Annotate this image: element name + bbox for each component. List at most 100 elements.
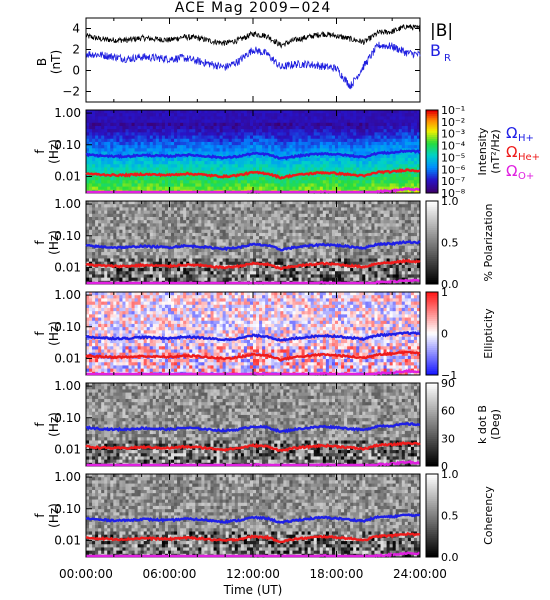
ytick-label-k-dot-b: 1.00 [54,379,81,393]
colorbar-frame-intensity [425,109,439,194]
ylabel-polarization: f [33,240,47,245]
colorbar-tick-label-k-dot-b: 30 [441,432,455,445]
colorbar-tick-label-intensity: 10⁻² [441,116,465,129]
colorbar-tick-label-intensity: 10⁻¹ [441,104,465,117]
ytick-label-polarization: 0.01 [54,260,81,274]
legend-omega-h: Ω [506,124,517,142]
ytick-label-b: 0 [72,64,80,78]
xtick-label: 00:00:00 [59,567,113,581]
colorbar-frame-ellipticity [425,291,439,376]
gyro-line-he-k-dot-b [85,441,421,452]
series-line-b-r [85,41,421,90]
colorbar-tick-label-k-dot-b: 60 [441,405,455,418]
colorbar-ellipticity [426,292,438,376]
colorbar-tick-label-polarization: 0.0 [441,278,459,291]
legend-b-r: B [430,41,441,60]
colorbar-frame-coherency [425,473,439,558]
colorbar-tick-label-k-dot-b: 90 [441,377,455,390]
colorbar-tick-label-intensity: 10⁻⁴ [441,140,466,153]
legend-omega-h-sub: H+ [518,133,534,144]
gyro-line-he-intensity [85,168,421,180]
ytick-label-intensity: 0.01 [54,169,81,183]
legend-b-r-sub: R [444,53,451,64]
spectrogram-polarization [86,201,421,285]
gyro-line-h-ellipticity [85,330,421,342]
colorbar-tick-label-coherency: 0.0 [441,551,459,564]
ytick-label-ellipticity: 0.01 [54,351,81,365]
ytick-label-polarization: 0.10 [54,229,81,243]
xtick-label: 06:00:00 [143,567,197,581]
spectrogram-intensity [86,110,421,194]
ytick-label-k-dot-b: 0.10 [54,411,81,425]
colorbar-tick-label-ellipticity: 0 [441,328,448,341]
legend-omega-o-sub: O+ [518,171,534,182]
panel-b-frame [85,17,421,103]
ytick-label-k-dot-b: 0.01 [54,442,81,456]
colorbar-coherency [426,474,438,558]
ytick-label-b: 4 [72,22,80,36]
ytick-label-ellipticity: 0.10 [54,320,81,334]
colorbar-label-ellipticity: Ellipticity [482,308,495,359]
yunit-polarization: (Hz) [47,230,61,255]
yunit-k-dot-b: (Hz) [47,412,61,437]
colorbar-tick-label-polarization: 1.0 [441,195,459,208]
xtick-label: 18:00:00 [310,567,364,581]
ytick-label-polarization: 1.00 [54,197,81,211]
legend-omega-he-sub: He+ [518,152,540,163]
yunit-intensity: (Hz) [47,139,61,164]
ytick-label-b: 2 [72,43,80,57]
gyro-line-h-intensity [85,149,421,161]
gyro-line-he-ellipticity [85,350,421,362]
colorbar-intensity [426,110,438,194]
colorbar-tick-label-coherency: 0.5 [441,510,459,523]
colorbar-tick-label-polarization: 0.5 [441,237,459,250]
yunit-b: (nT) [49,50,63,74]
xlabel: Time (UT) [223,583,283,597]
colorbar-unit-intensity: (nT²/Hz) [489,129,502,173]
legend-omega-he: Ω [506,143,517,161]
series-line-b-total [85,24,421,49]
legend-omega-o: Ω [506,162,517,180]
colorbar-tick-label-intensity: 10⁻⁸ [441,187,466,200]
gyro-line-h-k-dot-b [85,422,421,434]
gyro-line-h-coherency [85,513,421,525]
colorbar-frame-polarization [425,200,439,285]
colorbar-tick-label-ellipticity: 1 [441,286,448,299]
colorbar-label-coherency: Coherency [482,486,495,545]
colorbar-tick-label-k-dot-b: 0 [441,460,448,473]
ylabel-b: B [35,58,49,66]
ylabel-coherency: f [33,513,47,518]
colorbar-tick-label-ellipticity: −1 [441,369,457,382]
colorbar-tick-label-intensity: 10⁻⁶ [441,163,466,176]
legend-b-total: |B| [430,21,453,41]
colorbar-label-polarization: % Polarization [482,204,495,282]
ytick-label-intensity: 1.00 [54,106,81,120]
yunit-ellipticity: (Hz) [47,321,61,346]
ytick-label-intensity: 0.10 [54,138,81,152]
ytick-label-coherency: 0.10 [54,502,81,516]
colorbar-label-intensity: Intensity [476,127,489,175]
colorbar-tick-label-intensity: 10⁻⁷ [441,175,465,188]
xtick-label: 12:00:00 [226,567,280,581]
ylabel-k-dot-b: f [33,422,47,427]
colorbar-frame-k-dot-b [425,382,439,467]
ylabel-intensity: f [33,149,47,154]
colorbar-k-dot-b [426,383,438,467]
colorbar-unit-k-dot-b: (Deg) [489,409,502,440]
gyro-line-he-polarization [85,258,421,271]
spectrogram-coherency [86,474,421,558]
gyro-line-he-coherency [85,531,421,544]
colorbar-tick-label-coherency: 1.0 [441,468,459,481]
gyro-line-h-polarization [85,239,421,252]
colorbar-tick-label-intensity: 10⁻⁵ [441,151,465,164]
colorbar-label-k-dot-b: k dot B [476,405,489,444]
ytick-label-coherency: 0.01 [54,533,81,547]
ytick-label-coherency: 1.00 [54,470,81,484]
ylabel-ellipticity: f [33,331,47,336]
ytick-label-b: −2 [62,85,80,99]
colorbar-polarization [426,201,438,285]
colorbar-tick-label-intensity: 10⁻³ [441,128,465,141]
yunit-coherency: (Hz) [47,503,61,528]
ytick-label-ellipticity: 1.00 [54,288,81,302]
xtick-label: 24:00:00 [393,567,447,581]
